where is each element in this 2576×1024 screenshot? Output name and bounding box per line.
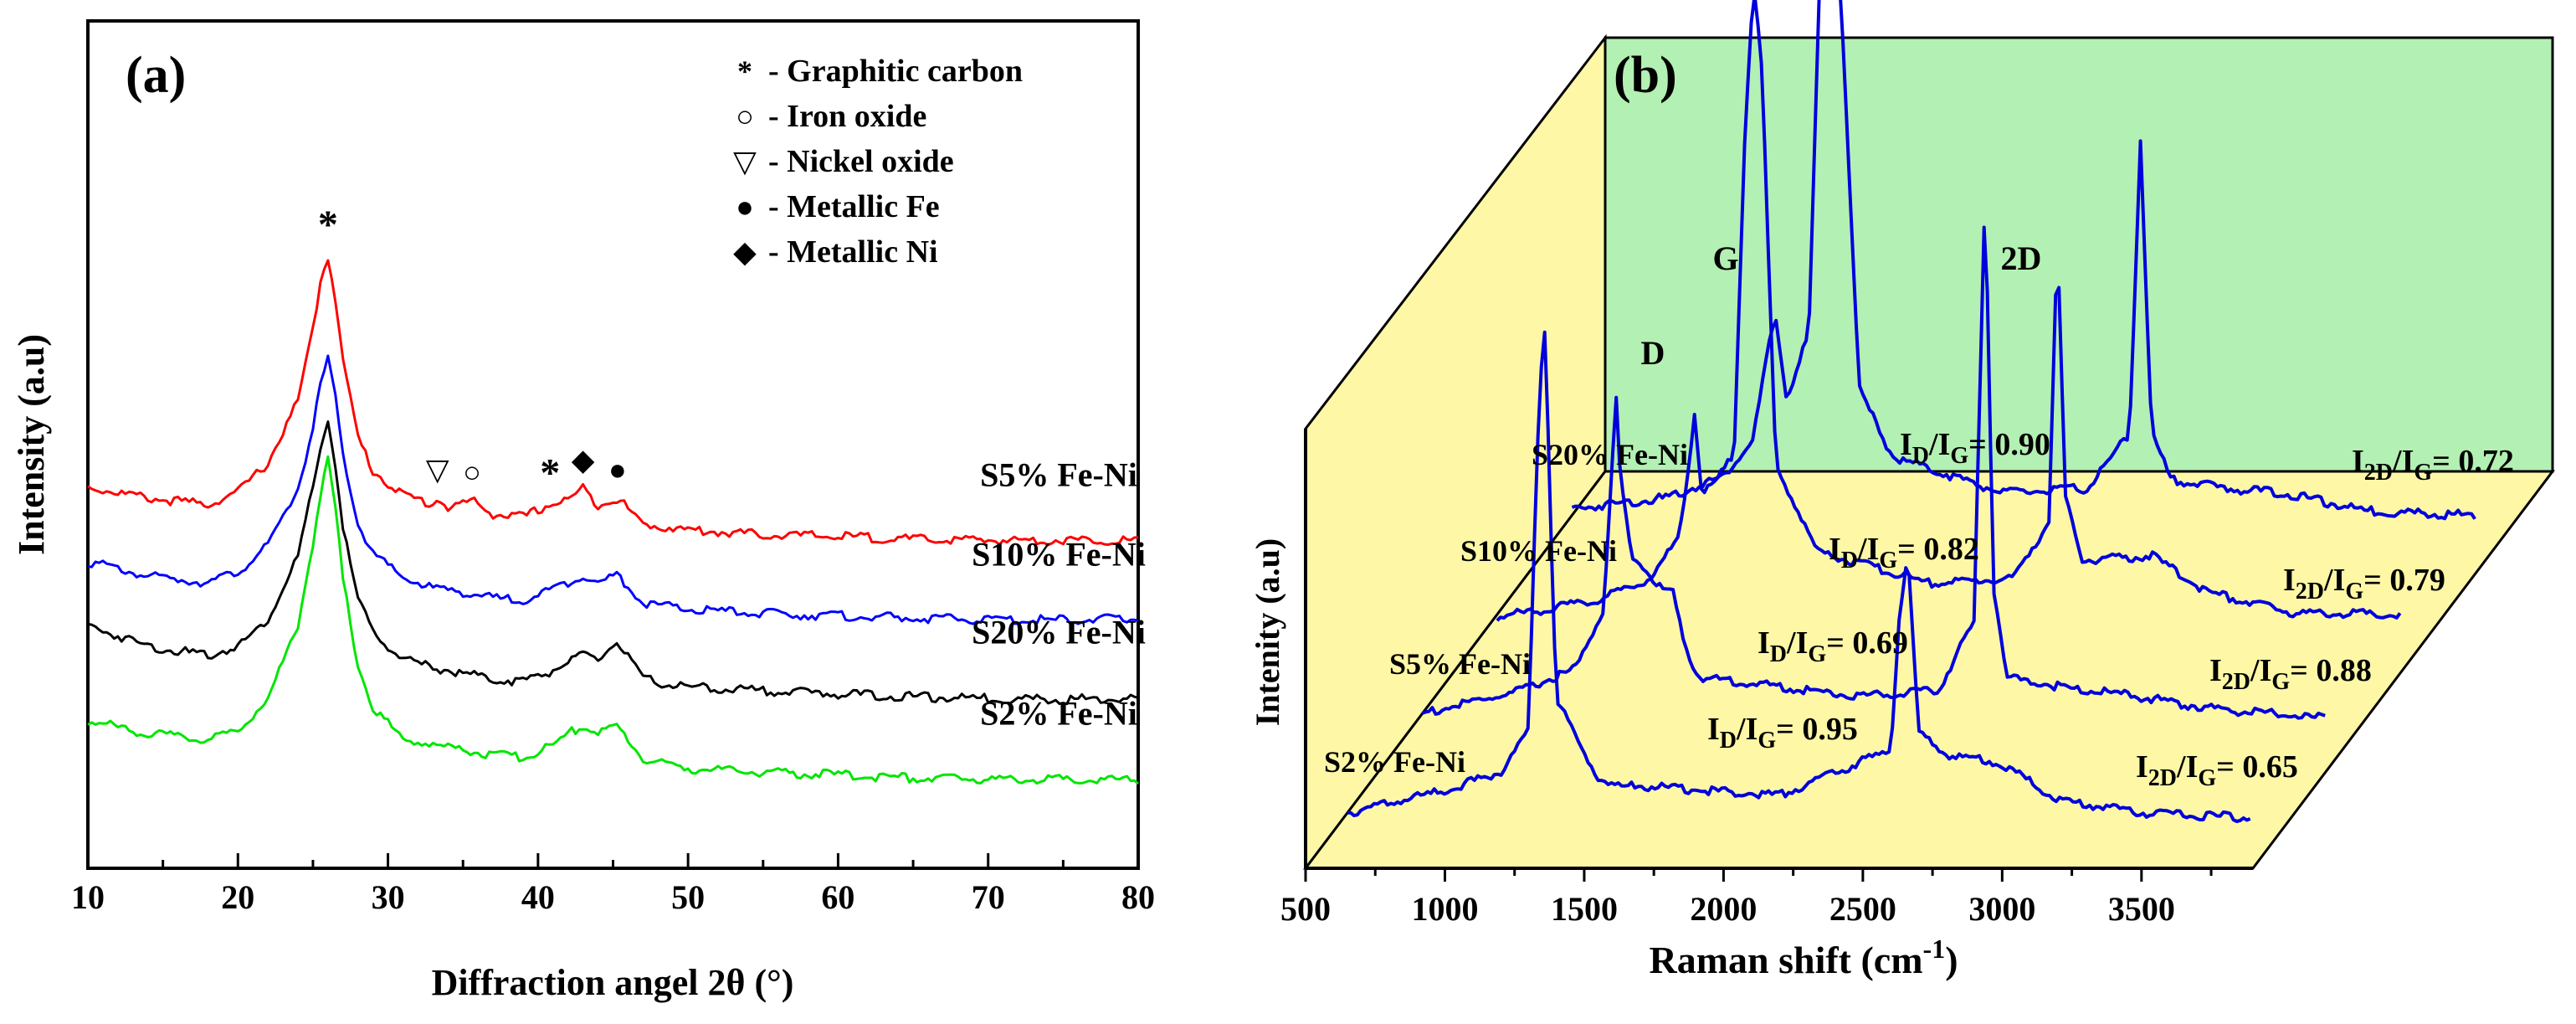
panel-a-x-ticks: 10 20 30 40 50 60 70 80 [71, 853, 1155, 916]
panel-a-series-line [87, 259, 1139, 547]
panel-b-ratio-dg: ID/IG= 0.69 [1758, 625, 1908, 667]
panel-a-peak-marker: ◆ [572, 444, 595, 477]
panel-a-peak-marker: ● [608, 453, 627, 486]
panel-a-peak-marker: * [540, 451, 560, 496]
panel-a-legend-label: - Nickel oxide [768, 144, 954, 179]
panel-a-x-tick-label: 80 [1121, 878, 1155, 916]
panel-a: (a) Diffraction angel 2θ (°) Intensity (… [11, 19, 1155, 1003]
panel-a-legend-symbol: * [737, 54, 752, 88]
panel-a-series: S5% Fe-Ni S10% Fe-Ni S20% Fe-Ni S2% Fe-Ni [87, 259, 1146, 785]
panel-b-series-label: S2% Fe-Ni [1324, 745, 1465, 779]
panel-a-legend-label: - Metallic Ni [768, 234, 938, 270]
panel-b-x-ticks: 500 1000 1500 2000 2500 3000 3500 [1280, 868, 2213, 928]
panel-a-series-line [87, 420, 1139, 706]
panel-b-ratio-2dg: I2D/IG= 0.65 [2136, 749, 2298, 791]
panel-b-series-label: S20% Fe-Ni [1532, 438, 1688, 471]
panel-a-x-tick-label: 50 [671, 878, 705, 916]
panel-b-x-axis-label-main: Raman shift (cm [1649, 939, 1922, 981]
panel-a-frame [86, 19, 1140, 870]
panel-b-series-line [1347, 330, 2251, 823]
panel-a-legend-label: - Metallic Fe [768, 189, 940, 224]
panel-a-legend-symbol: ○ [736, 100, 754, 133]
panel-b-x-axis-label-close: ) [1945, 939, 1958, 981]
panel-b-series-label: S10% Fe-Ni [1460, 534, 1617, 568]
panel-a-x-axis-label: Diffraction angel 2θ (°) [432, 962, 794, 1003]
panel-a-peak-marker: ○ [463, 455, 481, 489]
panel-a-peak-marker: ▽ [426, 453, 449, 486]
panel-a-series-label: S5% Fe-Ni [980, 456, 1137, 494]
panel-a-series-line [87, 354, 1139, 626]
panel-a-legend-symbol: ▽ [733, 145, 757, 178]
panel-b-ratio-dg: ID/IG= 0.90 [1900, 427, 2050, 469]
panel-b-x-tick-label: 2000 [1690, 890, 1757, 928]
panel-a-x-tick-label: 30 [372, 878, 405, 916]
panel-a-series-label: S10% Fe-Ni [972, 536, 1146, 574]
panel-b-x-axis-label: Raman shift (cm-1) [1649, 934, 1958, 981]
panel-b-annotations: S20% Fe-Ni ID/IG= 0.90 I2D/IG= 0.72 S10% Fe… [1324, 239, 2514, 791]
panel-a-legend-symbol: ◆ [733, 235, 757, 269]
panel-b-x-tick-label: 2500 [1829, 890, 1896, 928]
panel-b-band-label: G [1712, 239, 1738, 277]
panel-a-peak-marker: * [318, 203, 338, 247]
panel-b-ratio-2dg: I2D/IG= 0.88 [2209, 653, 2372, 695]
panel-b-band-label: D [1641, 334, 1665, 372]
panel-b-ratio-dg: ID/IG= 0.95 [1707, 712, 1858, 754]
panel-a-x-tick-label: 40 [521, 878, 555, 916]
panel-b-y-axis-label: Intenity (a.u) [1249, 538, 1286, 726]
panel-b-x-tick-label: 1500 [1551, 890, 1618, 928]
panel-a-x-tick-label: 70 [972, 878, 1005, 916]
panel-b: (b) 500 1000 1500 2000 2500 3000 3500 S20% Fe-… [1249, 0, 2556, 981]
panel-a-legend: * - Graphitic carbon ○ - Iron oxide ▽ - Nicke… [733, 54, 1023, 270]
panel-b-series-label: S5% Fe-Ni [1389, 647, 1531, 681]
panel-b-series [1347, 0, 2476, 823]
panel-b-label: (b) [1614, 47, 1677, 104]
panel-a-series-label: S2% Fe-Ni [980, 695, 1137, 733]
panel-b-x-tick-label: 3000 [1968, 890, 2035, 928]
panel-a-label: (a) [126, 47, 186, 104]
panel-a-series-line [87, 455, 1139, 785]
panel-a-y-axis-label: Intensity (a.u) [11, 334, 52, 555]
panel-b-ratio-dg: ID/IG= 0.82 [1829, 532, 1979, 574]
panel-a-legend-label: - Iron oxide [768, 99, 926, 134]
panel-a-peak-markers: * ▽ ○ * ◆ ● [318, 203, 627, 495]
panel-b-series-line [1571, 0, 2476, 521]
panel-b-x-tick-label: 500 [1280, 890, 1331, 928]
panel-b-series-line [1421, 225, 2326, 720]
panel-a-series-label: S20% Fe-Ni [972, 614, 1146, 651]
panel-b-x-tick-label: 3500 [2108, 890, 2175, 928]
panel-a-legend-label: - Graphitic carbon [768, 54, 1023, 89]
panel-b-ratio-2dg: I2D/IG= 0.72 [2352, 444, 2514, 486]
panel-a-legend-symbol: ● [736, 190, 754, 224]
panel-b-ratio-2dg: I2D/IG= 0.79 [2283, 563, 2445, 605]
panel-a-x-tick-label: 10 [71, 878, 105, 916]
panel-a-x-tick-label: 20 [221, 878, 254, 916]
panel-a-x-tick-label: 60 [821, 878, 854, 916]
panel-b-x-axis-label-sup: -1 [1923, 934, 1946, 964]
panel-b-series-line [1496, 0, 2402, 622]
panel-b-x-tick-label: 1000 [1411, 890, 1478, 928]
panel-b-band-label: 2D [2001, 239, 2042, 277]
